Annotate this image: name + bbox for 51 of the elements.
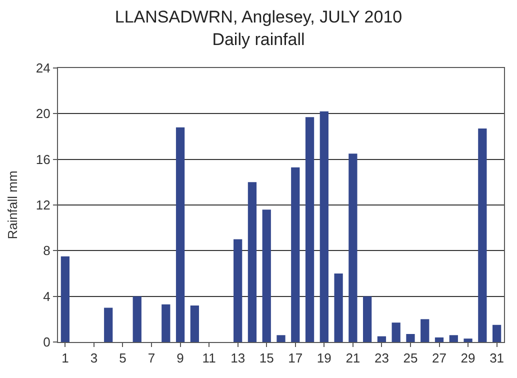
x-tick-label: 21 [346, 350, 360, 366]
chart-title: LLANSADWRN, Anglesey, JULY 2010 [114, 8, 402, 27]
bar [377, 336, 386, 342]
bar [104, 308, 113, 342]
bar [176, 127, 185, 342]
bar [320, 111, 328, 342]
bar [348, 154, 358, 342]
x-tick-label: 1 [62, 350, 69, 366]
bar [406, 334, 415, 342]
x-tick-label: 27 [432, 350, 446, 366]
x-tick-label: 15 [259, 350, 274, 366]
y-tick-label: 8 [43, 243, 50, 258]
x-tick-label: 7 [148, 350, 156, 366]
chart-subtitle: Daily rainfall [212, 30, 305, 49]
y-tick-label: 16 [36, 152, 50, 167]
y-tick-label: 24 [36, 60, 50, 76]
x-tick-label: 17 [288, 350, 303, 366]
bar [334, 274, 343, 342]
bar [363, 296, 372, 342]
bar [234, 239, 242, 342]
x-tick-label: 23 [374, 350, 389, 366]
x-tick-label: 19 [316, 350, 332, 366]
x-tick-label: 25 [403, 350, 418, 366]
bar [276, 335, 286, 342]
x-tick-label: 31 [490, 350, 504, 366]
bar [60, 256, 70, 342]
bar [449, 335, 458, 342]
bar [392, 322, 400, 342]
bar [464, 338, 472, 342]
y-tick-label: 4 [43, 288, 50, 304]
x-tick-label: 3 [90, 350, 98, 366]
bar [291, 167, 300, 342]
bar [132, 296, 142, 342]
y-tick-label: 20 [36, 106, 50, 122]
x-tick-label: 29 [460, 350, 476, 366]
x-tick-label: 13 [230, 350, 246, 366]
bar [420, 319, 430, 342]
bar [162, 304, 170, 342]
bar [434, 337, 444, 342]
bar [492, 324, 502, 342]
x-tick-label: 5 [119, 350, 126, 366]
y-tick-label: 0 [43, 334, 50, 350]
x-tick-label: 9 [176, 350, 184, 366]
bar [262, 210, 271, 342]
y-axis-title: Rainfall mm [4, 170, 20, 240]
bar [478, 128, 487, 342]
bar [305, 117, 314, 342]
bar [248, 182, 257, 342]
x-tick-label: 11 [202, 350, 216, 366]
bar [190, 305, 199, 342]
y-tick-label: 12 [36, 198, 50, 213]
